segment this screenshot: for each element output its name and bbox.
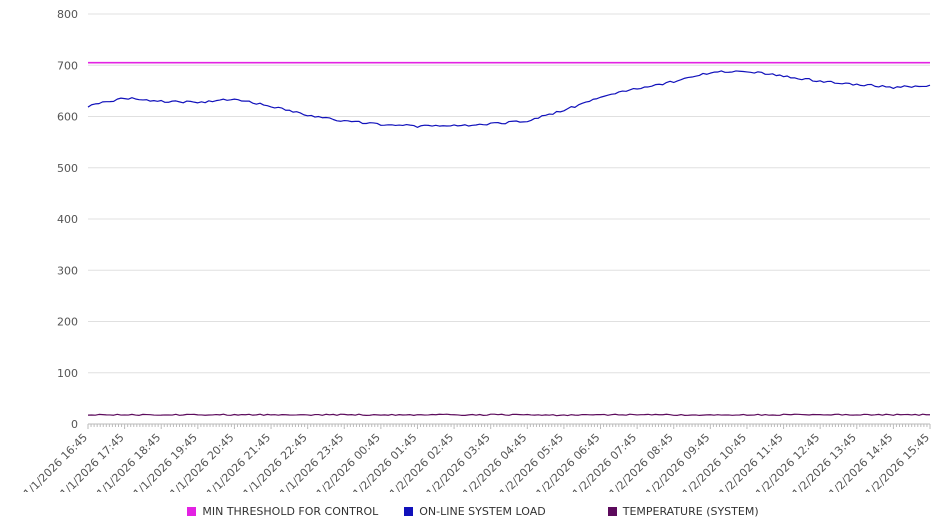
legend-swatch xyxy=(607,507,617,516)
y-tick-label: 200 xyxy=(57,316,78,329)
series-3-line xyxy=(87,413,930,417)
legend-label: MIN THRESHOLD FOR CONTROL xyxy=(202,505,379,518)
legend-label: TEMPERATURE (SYSTEM) xyxy=(622,505,759,518)
legend-item: TEMPERATURE (SYSTEM) xyxy=(607,505,759,518)
y-tick-label: 700 xyxy=(57,59,78,72)
legend-swatch xyxy=(187,507,197,516)
chart-legend: MIN THRESHOLD FOR CONTROL ON-LINE SYSTEM … xyxy=(0,505,946,518)
legend-item: ON-LINE SYSTEM LOAD xyxy=(404,505,546,518)
y-tick-label: 300 xyxy=(57,264,78,277)
y-tick-label: 800 xyxy=(57,8,78,21)
legend-item: MIN THRESHOLD FOR CONTROL xyxy=(187,505,378,518)
y-tick-label: 0 xyxy=(71,418,78,431)
series-2-line xyxy=(87,70,931,128)
y-tick-label: 500 xyxy=(57,162,78,175)
y-tick-label: 400 xyxy=(57,213,78,226)
legend-label: ON-LINE SYSTEM LOAD xyxy=(419,505,546,518)
y-tick-label: 600 xyxy=(57,111,78,124)
y-tick-label: 100 xyxy=(57,367,78,380)
legend-swatch xyxy=(404,507,414,516)
